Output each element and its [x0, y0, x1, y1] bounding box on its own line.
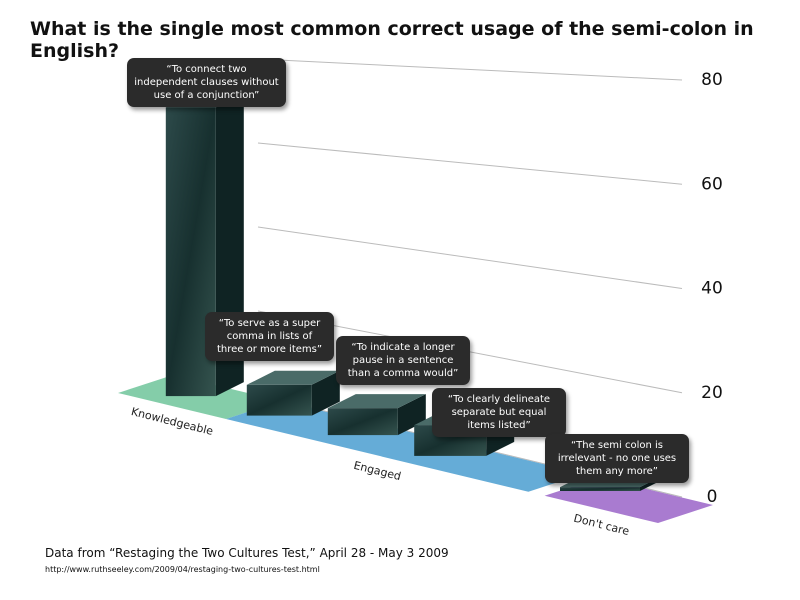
chart-title: What is the single most common correct u… — [30, 18, 754, 62]
group-label: Engaged — [352, 459, 402, 483]
grid-line — [257, 142, 683, 185]
bar — [246, 384, 312, 416]
grid-line — [257, 58, 683, 81]
floor-segment — [118, 375, 281, 419]
category-callout: “To indicate a longer pause in a sentenc… — [336, 336, 470, 385]
category-callout: “To clearly delineate separate but equal… — [432, 388, 566, 437]
y-tick-label: 40 — [701, 279, 723, 299]
bar-top — [327, 394, 426, 409]
source: Data from “Restaging the Two Cultures Te… — [45, 546, 449, 560]
bar — [327, 408, 398, 436]
y-tick-label: 80 — [701, 70, 723, 90]
source-url: http://www.ruthseeley.com/2009/04/restag… — [45, 565, 320, 574]
y-tick-label: 60 — [701, 174, 723, 194]
y-tick-label: 0 — [707, 487, 718, 507]
bar-top — [246, 370, 340, 385]
bar-side — [397, 394, 426, 436]
group-label: Don't care — [572, 512, 631, 538]
grid-line — [257, 226, 683, 289]
y-tick-label: 20 — [701, 383, 723, 403]
category-callout: “To serve as a super comma in lists of t… — [205, 312, 334, 361]
floor-segment — [226, 401, 584, 492]
category-callout: “The semi colon is irrelevant - no one u… — [545, 434, 689, 483]
category-callout: “To connect two independent clauses with… — [127, 58, 286, 107]
bar-side — [311, 370, 340, 416]
bar — [560, 487, 640, 491]
